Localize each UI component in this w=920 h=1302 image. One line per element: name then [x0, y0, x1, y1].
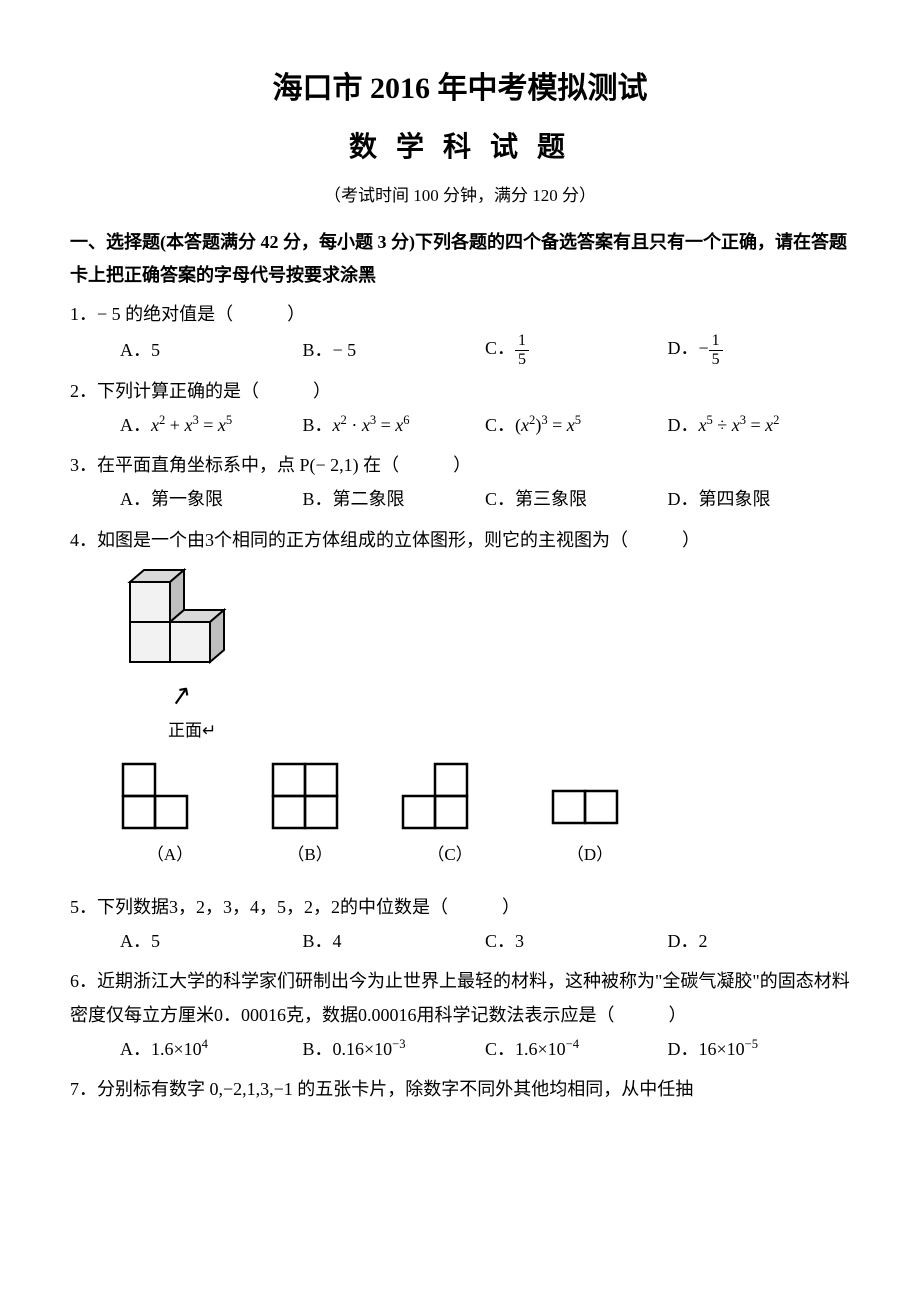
q5-option-b: B．4 — [303, 924, 486, 958]
q3-option-c: C．第三象限 — [485, 482, 668, 516]
q4-choice-b: （B） — [270, 761, 350, 871]
front-arrow-icon: ↗ — [169, 686, 193, 705]
cube-solid-icon — [120, 567, 230, 677]
q1-c-prefix: C． — [485, 338, 515, 358]
q2-option-a: A．x2 + x3 = x5 — [120, 408, 303, 442]
q4-choice-a: （A） — [120, 761, 220, 871]
q2-options: A．x2 + x3 = x5 B．x2 · x3 = x6 C．(x2)3 = … — [70, 408, 850, 442]
q5-options: A．5 B．4 C．3 D．2 — [70, 924, 850, 958]
question-4: 4．如图是一个由3个相同的正方体组成的立体图形，则它的主视图为（ ） ↗ 正面↵ — [70, 523, 850, 872]
front-label: 正面↵ — [168, 715, 850, 747]
q3-option-b: B．第二象限 — [303, 482, 486, 516]
question-1: 1．− 5 的绝对值是（ ） A．5 B．− 5 C．15 D．−15 — [70, 297, 850, 368]
question-6: 6．近期浙江大学的科学家们研制出今为止世界上最轻的材料，这种被称为"全碳气凝胶"… — [70, 964, 850, 1067]
question-3: 3．在平面直角坐标系中，点 P(− 2,1) 在（ ） A．第一象限 B．第二象… — [70, 448, 850, 516]
front-view-d-icon — [550, 781, 630, 831]
q2-option-c: C．(x2)3 = x5 — [485, 408, 668, 442]
q6-stem: 6．近期浙江大学的科学家们研制出今为止世界上最轻的材料，这种被称为"全碳气凝胶"… — [70, 964, 850, 1032]
q4-label-b: （B） — [270, 839, 350, 871]
q4-choices: （A） （B） （C） （D） — [70, 761, 850, 871]
exam-meta: （考试时间 100 分钟，满分 120 分） — [70, 180, 850, 212]
q6-option-c: C．1.6×10−4 — [485, 1032, 668, 1066]
page-subtitle: 数 学 科 试 题 — [70, 121, 850, 174]
q1-options: A．5 B．− 5 C．15 D．−15 — [70, 331, 850, 367]
q4-solid-figure: ↗ 正面↵ — [120, 567, 850, 747]
q2-option-d: D．x5 ÷ x3 = x2 — [668, 408, 851, 442]
q6-option-a: A．1.6×104 — [120, 1032, 303, 1066]
q6-option-d: D．16×10−5 — [668, 1032, 851, 1066]
front-view-c-icon — [400, 761, 500, 831]
q1-option-c: C．15 — [485, 331, 668, 367]
q5-stem: 5．下列数据3，2，3，4，5，2，2的中位数是（ ） — [70, 890, 850, 924]
q2-stem: 2．下列计算正确的是（ ） — [70, 374, 850, 408]
q4-choice-c: （C） — [400, 761, 500, 871]
q5-option-d: D．2 — [668, 924, 851, 958]
q1-option-d: D．−15 — [668, 331, 851, 367]
q4-label-a: （A） — [120, 839, 220, 871]
q3-option-a: A．第一象限 — [120, 482, 303, 516]
q1-option-b: B．− 5 — [303, 333, 486, 367]
q3-option-d: D．第四象限 — [668, 482, 851, 516]
q4-choice-d: （D） — [550, 781, 630, 871]
q1-d-prefix: D．− — [668, 338, 709, 358]
q1-stem: 1．− 5 的绝对值是（ ） — [70, 297, 850, 331]
q7-stem: 7．分别标有数字 0,−2,1,3,−1 的五张卡片，除数字不同外其他均相同，从… — [70, 1072, 850, 1106]
q6-option-b: B．0.16×10−3 — [303, 1032, 486, 1066]
question-7: 7．分别标有数字 0,−2,1,3,−1 的五张卡片，除数字不同外其他均相同，从… — [70, 1072, 850, 1106]
fraction-neg-1-5: 15 — [709, 333, 723, 368]
question-5: 5．下列数据3，2，3，4，5，2，2的中位数是（ ） A．5 B．4 C．3 … — [70, 890, 850, 958]
q4-stem: 4．如图是一个由3个相同的正方体组成的立体图形，则它的主视图为（ ） — [70, 523, 850, 557]
q2-option-b: B．x2 · x3 = x6 — [303, 408, 486, 442]
q5-option-a: A．5 — [120, 924, 303, 958]
q3-stem: 3．在平面直角坐标系中，点 P(− 2,1) 在（ ） — [70, 448, 850, 482]
front-view-b-icon — [270, 761, 350, 831]
q1-option-a: A．5 — [120, 333, 303, 367]
q5-option-c: C．3 — [485, 924, 668, 958]
page-title: 海口市 2016 年中考模拟测试 — [70, 60, 850, 117]
fraction-1-5: 15 — [515, 333, 529, 368]
q3-options: A．第一象限 B．第二象限 C．第三象限 D．第四象限 — [70, 482, 850, 516]
section-1-header: 一、选择题(本答题满分 42 分，每小题 3 分)下列各题的四个备选答案有且只有… — [70, 226, 850, 291]
q6-options: A．1.6×104 B．0.16×10−3 C．1.6×10−4 D．16×10… — [70, 1032, 850, 1066]
question-2: 2．下列计算正确的是（ ） A．x2 + x3 = x5 B．x2 · x3 =… — [70, 374, 850, 442]
front-view-a-icon — [120, 761, 220, 831]
q4-label-d: （D） — [550, 839, 630, 871]
q4-label-c: （C） — [400, 839, 500, 871]
